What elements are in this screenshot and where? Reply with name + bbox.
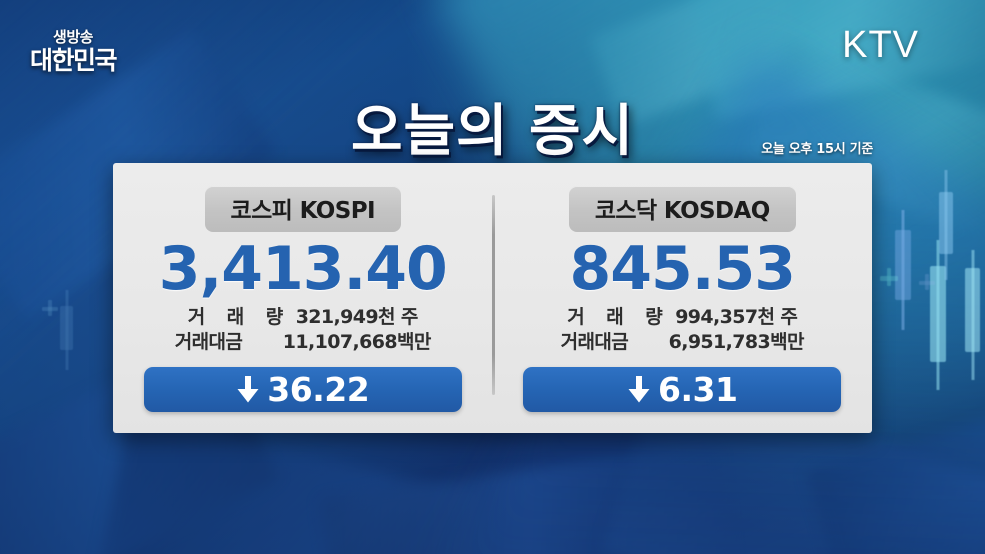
candlestick-decor <box>965 250 980 380</box>
timestamp-label: 오늘 오후 15시 기준 <box>761 142 873 157</box>
stat-row-volume: 거 래 량 994,357천 주 <box>561 305 804 330</box>
volume-value: 321,949천 주 <box>295 306 419 328</box>
market-column-kosdaq: 코스닥 KOSDAQ 845.53 거 래 량 994,357천 주 거래대금 … <box>493 163 873 433</box>
plus-marker-decor <box>42 300 58 316</box>
stat-row-amount: 거래대금 11,107,668백만 <box>174 330 432 355</box>
volume-label: 거 래 량 <box>567 306 663 328</box>
market-stats: 거 래 량 994,357천 주 거래대금 6,951,783백만 <box>560 305 805 355</box>
change-value: 36.22 <box>267 370 370 410</box>
stat-row-amount: 거래대금 6,951,783백만 <box>560 330 805 355</box>
program-name-label: 대한민국 <box>30 46 118 75</box>
market-column-kospi: 코스피 KOSPI 3,413.40 거 래 량 321,949천 주 거래대금… <box>113 163 493 433</box>
network-logo-ktv: KTV <box>842 24 919 66</box>
page-title: 오늘의 증시 <box>350 99 635 164</box>
candlestick-decor <box>930 240 946 390</box>
column-divider <box>492 195 495 395</box>
index-value: 3,413.40 <box>158 234 448 304</box>
market-name-badge: 코스닥 KOSDAQ <box>568 186 796 232</box>
volume-label: 거 래 량 <box>187 306 284 328</box>
amount-value: 11,107,668백만 <box>282 331 432 354</box>
stat-row-volume: 거 래 량 321,949천 주 <box>175 305 431 330</box>
amount-label: 거래대금 <box>560 331 629 354</box>
market-summary-panel: 코스피 KOSPI 3,413.40 거 래 량 321,949천 주 거래대금… <box>113 163 872 433</box>
amount-label: 거래대금 <box>174 331 243 354</box>
market-stats: 거 래 량 321,949천 주 거래대금 11,107,668백만 <box>174 305 432 355</box>
arrow-down-icon <box>237 376 259 403</box>
plus-marker-decor <box>880 268 898 286</box>
volume-value: 994,357천 주 <box>675 306 798 328</box>
live-badge-label: 생방송 <box>53 28 93 46</box>
plus-marker-decor <box>919 274 935 290</box>
index-value: 845.53 <box>569 234 796 304</box>
amount-value: 6,951,783백만 <box>668 331 805 354</box>
market-name-badge: 코스피 KOSPI <box>204 186 401 232</box>
candlestick-decor <box>895 210 911 330</box>
change-value: 6.31 <box>658 370 738 410</box>
arrow-down-icon <box>628 376 650 403</box>
change-bar: 36.22 <box>143 367 462 413</box>
candlestick-decor <box>939 170 953 280</box>
station-logo: 생방송 대한민국 <box>30 28 118 75</box>
candlestick-decor <box>60 290 73 370</box>
change-bar: 6.31 <box>523 367 842 413</box>
